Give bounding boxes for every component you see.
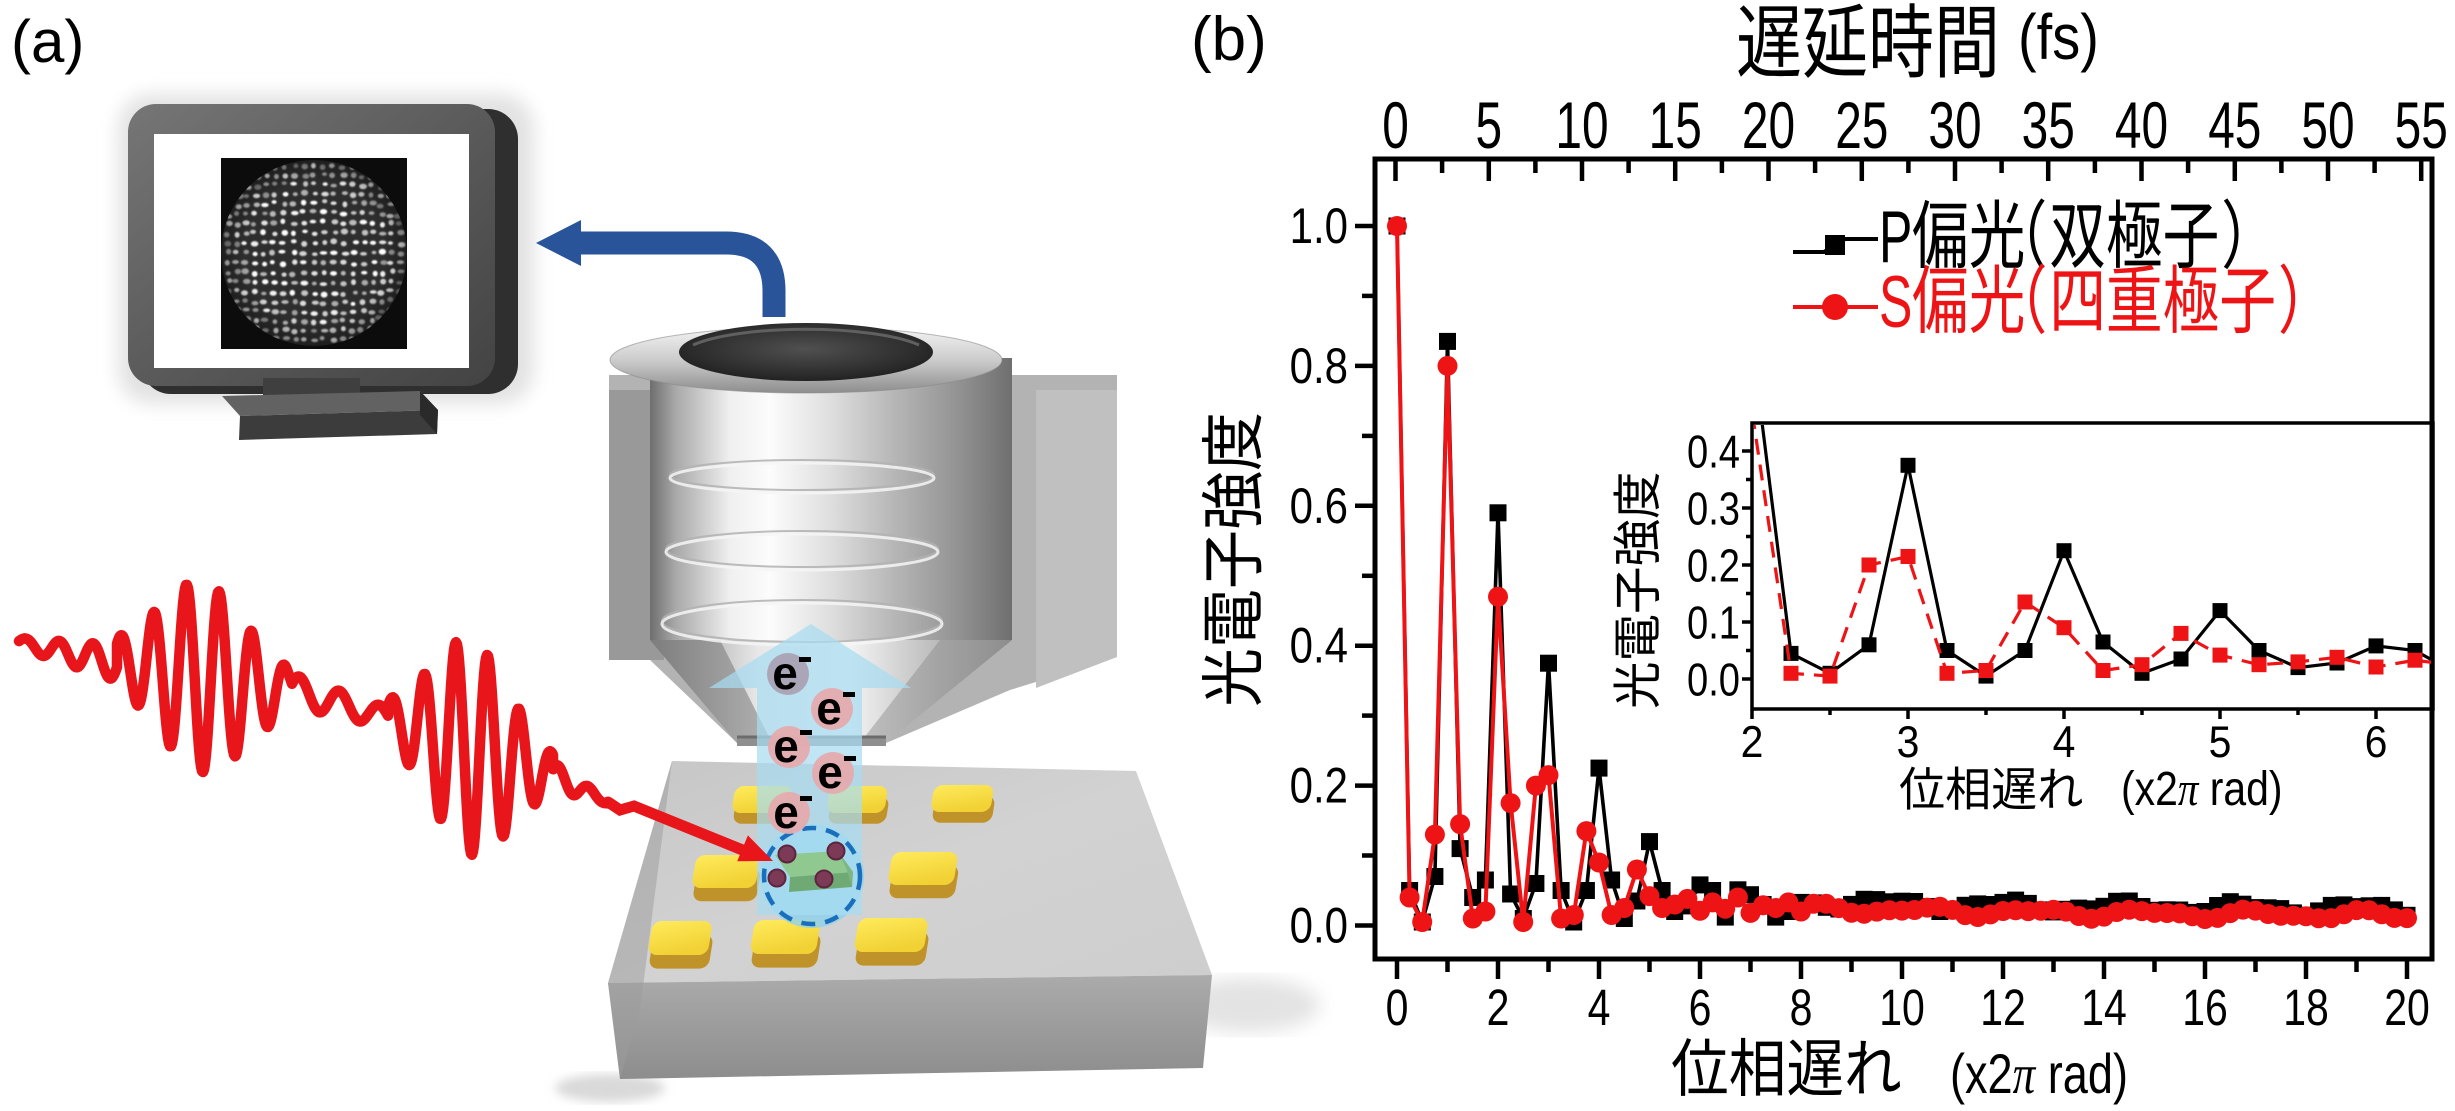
svg-text:(a): (a) [11,8,84,75]
svg-text:15: 15 [1649,90,1702,163]
svg-text:e: e [816,682,842,734]
svg-text:(x2π rad): (x2π rad) [1950,1042,2128,1105]
svg-text:3: 3 [1897,717,1920,767]
svg-text:10: 10 [1555,90,1608,163]
svg-text:0.6: 0.6 [1290,477,1348,533]
svg-text:0: 0 [1382,90,1409,163]
svg-text:14: 14 [2081,979,2127,1036]
svg-text:35: 35 [2022,90,2075,163]
svg-text:e: e [773,786,799,838]
svg-text:e: e [817,746,843,798]
svg-text:55: 55 [2395,90,2448,163]
svg-text:0.4: 0.4 [1687,427,1740,478]
svg-text:2: 2 [1741,717,1764,767]
svg-text:5: 5 [2209,717,2232,767]
svg-text:10: 10 [1879,979,1925,1036]
svg-text:0.8: 0.8 [1290,337,1348,393]
svg-text:0.1: 0.1 [1687,598,1740,649]
svg-text:30: 30 [1928,90,1981,163]
svg-text:1.0: 1.0 [1290,198,1348,254]
svg-text:12: 12 [1980,979,2026,1036]
svg-text:4: 4 [2053,717,2076,767]
svg-text:5: 5 [1475,90,1502,163]
svg-text:0.3: 0.3 [1687,484,1740,535]
svg-text:0.0: 0.0 [1687,655,1740,706]
svg-text:45: 45 [2208,90,2261,163]
svg-text:20: 20 [2384,979,2430,1036]
svg-text:50: 50 [2301,90,2354,163]
svg-text:2: 2 [1487,979,1510,1036]
svg-text:6: 6 [2365,717,2388,767]
svg-text:0: 0 [1386,979,1409,1036]
svg-text:e: e [773,720,799,772]
svg-text:16: 16 [2182,979,2228,1036]
svg-text:P: P [1879,197,1912,279]
svg-text:S: S [1879,262,1912,344]
svg-text:(fs): (fs) [2018,2,2099,73]
svg-text:20: 20 [1742,90,1795,163]
svg-text:(x2π rad): (x2π rad) [2121,762,2283,816]
svg-text:8: 8 [1790,979,1813,1036]
svg-text:40: 40 [2115,90,2168,163]
svg-text:6: 6 [1689,979,1712,1036]
svg-text:25: 25 [1835,90,1888,163]
svg-text:4: 4 [1588,979,1611,1036]
svg-text:0.2: 0.2 [1290,757,1348,813]
svg-text:0.0: 0.0 [1290,897,1348,953]
svg-text:e: e [772,647,798,699]
svg-text:0.4: 0.4 [1290,617,1348,673]
svg-text:0.2: 0.2 [1687,541,1740,592]
svg-text:18: 18 [2283,979,2329,1036]
svg-text:(b): (b) [1191,5,1267,74]
